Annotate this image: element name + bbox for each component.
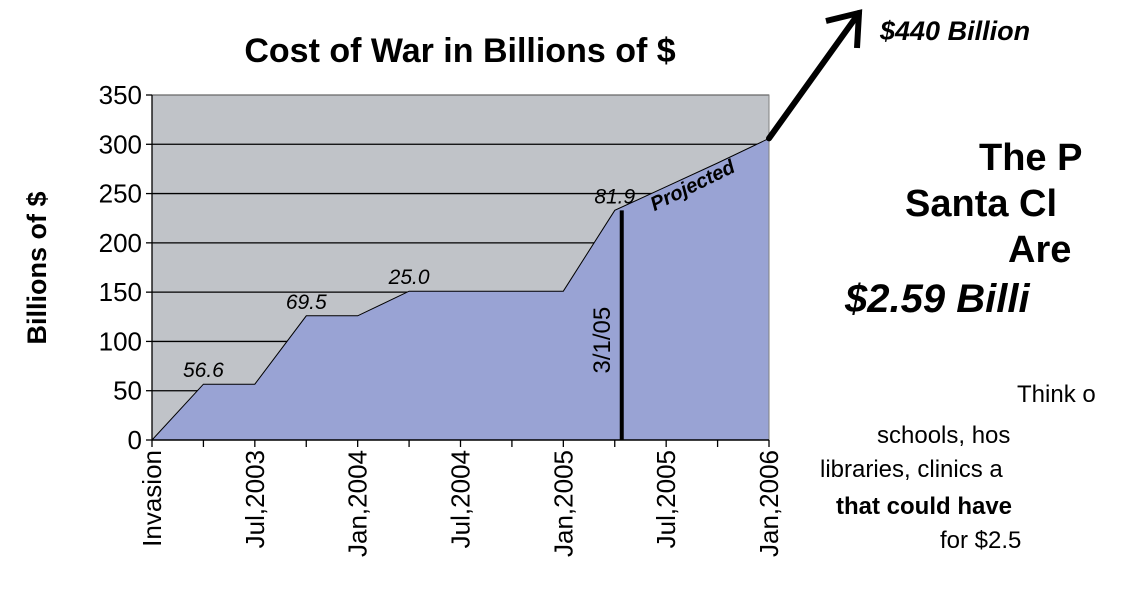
x-tick-label: Jul,2005 xyxy=(651,450,681,548)
headline-amount: $2.59 Billi xyxy=(845,277,1030,321)
y-tick-label: 150 xyxy=(99,277,142,307)
y-tick-label: 350 xyxy=(99,80,142,110)
headline-line-2: Santa Cl xyxy=(905,183,1058,225)
y-tick-label: 250 xyxy=(99,179,142,209)
x-tick-label: Jan,2005 xyxy=(548,450,578,557)
data-label: 25.0 xyxy=(388,266,430,289)
projected-total-annotation: $440 Billion xyxy=(880,16,1031,46)
arrow-head-icon xyxy=(825,9,863,49)
body-line-2: schools, hos xyxy=(877,422,1011,449)
date-marker-label: 3/1/05 xyxy=(589,307,616,374)
x-tick-label: Jan,2004 xyxy=(343,450,373,557)
body-line-4: that could have xyxy=(836,493,1013,520)
y-axis-label: Billions of $ xyxy=(22,191,52,344)
x-axis-ticks: Invasion Jul,2003 Jan,2004 Jul,2004 Jan,2005… xyxy=(137,439,784,557)
y-tick-label: 100 xyxy=(99,326,142,356)
cost-area-series xyxy=(150,137,770,441)
x-tick-label: Jan,2006 xyxy=(754,450,784,557)
x-tick-label: Jul,2004 xyxy=(446,450,476,548)
data-label: 81.9 xyxy=(594,185,635,208)
body-line-5: for $2.5 xyxy=(940,527,1022,554)
headline-line-1: The P xyxy=(979,137,1083,179)
y-tick-label: 200 xyxy=(99,228,142,258)
x-tick-label: Jul,2003 xyxy=(240,450,270,548)
y-tick-label: 300 xyxy=(99,129,142,159)
projection-arrow xyxy=(766,10,862,142)
body-line-3: libraries, clinics a xyxy=(820,456,1003,483)
y-tick-label: 50 xyxy=(113,376,142,406)
y-tick-label: 0 xyxy=(128,425,142,455)
data-labels: 56.6 69.5 25.0 81.9 xyxy=(183,185,636,382)
data-label: 56.6 xyxy=(183,359,224,382)
body-line-1: Think o xyxy=(1017,381,1096,408)
data-label: 69.5 xyxy=(286,291,327,314)
y-axis-ticks: 0 50 100 150 200 250 300 350 xyxy=(99,80,153,455)
x-tick-label: Invasion xyxy=(137,450,167,547)
chart-title: Cost of War in Billions of $ xyxy=(244,32,675,70)
headline-line-3: Are xyxy=(1008,229,1072,271)
